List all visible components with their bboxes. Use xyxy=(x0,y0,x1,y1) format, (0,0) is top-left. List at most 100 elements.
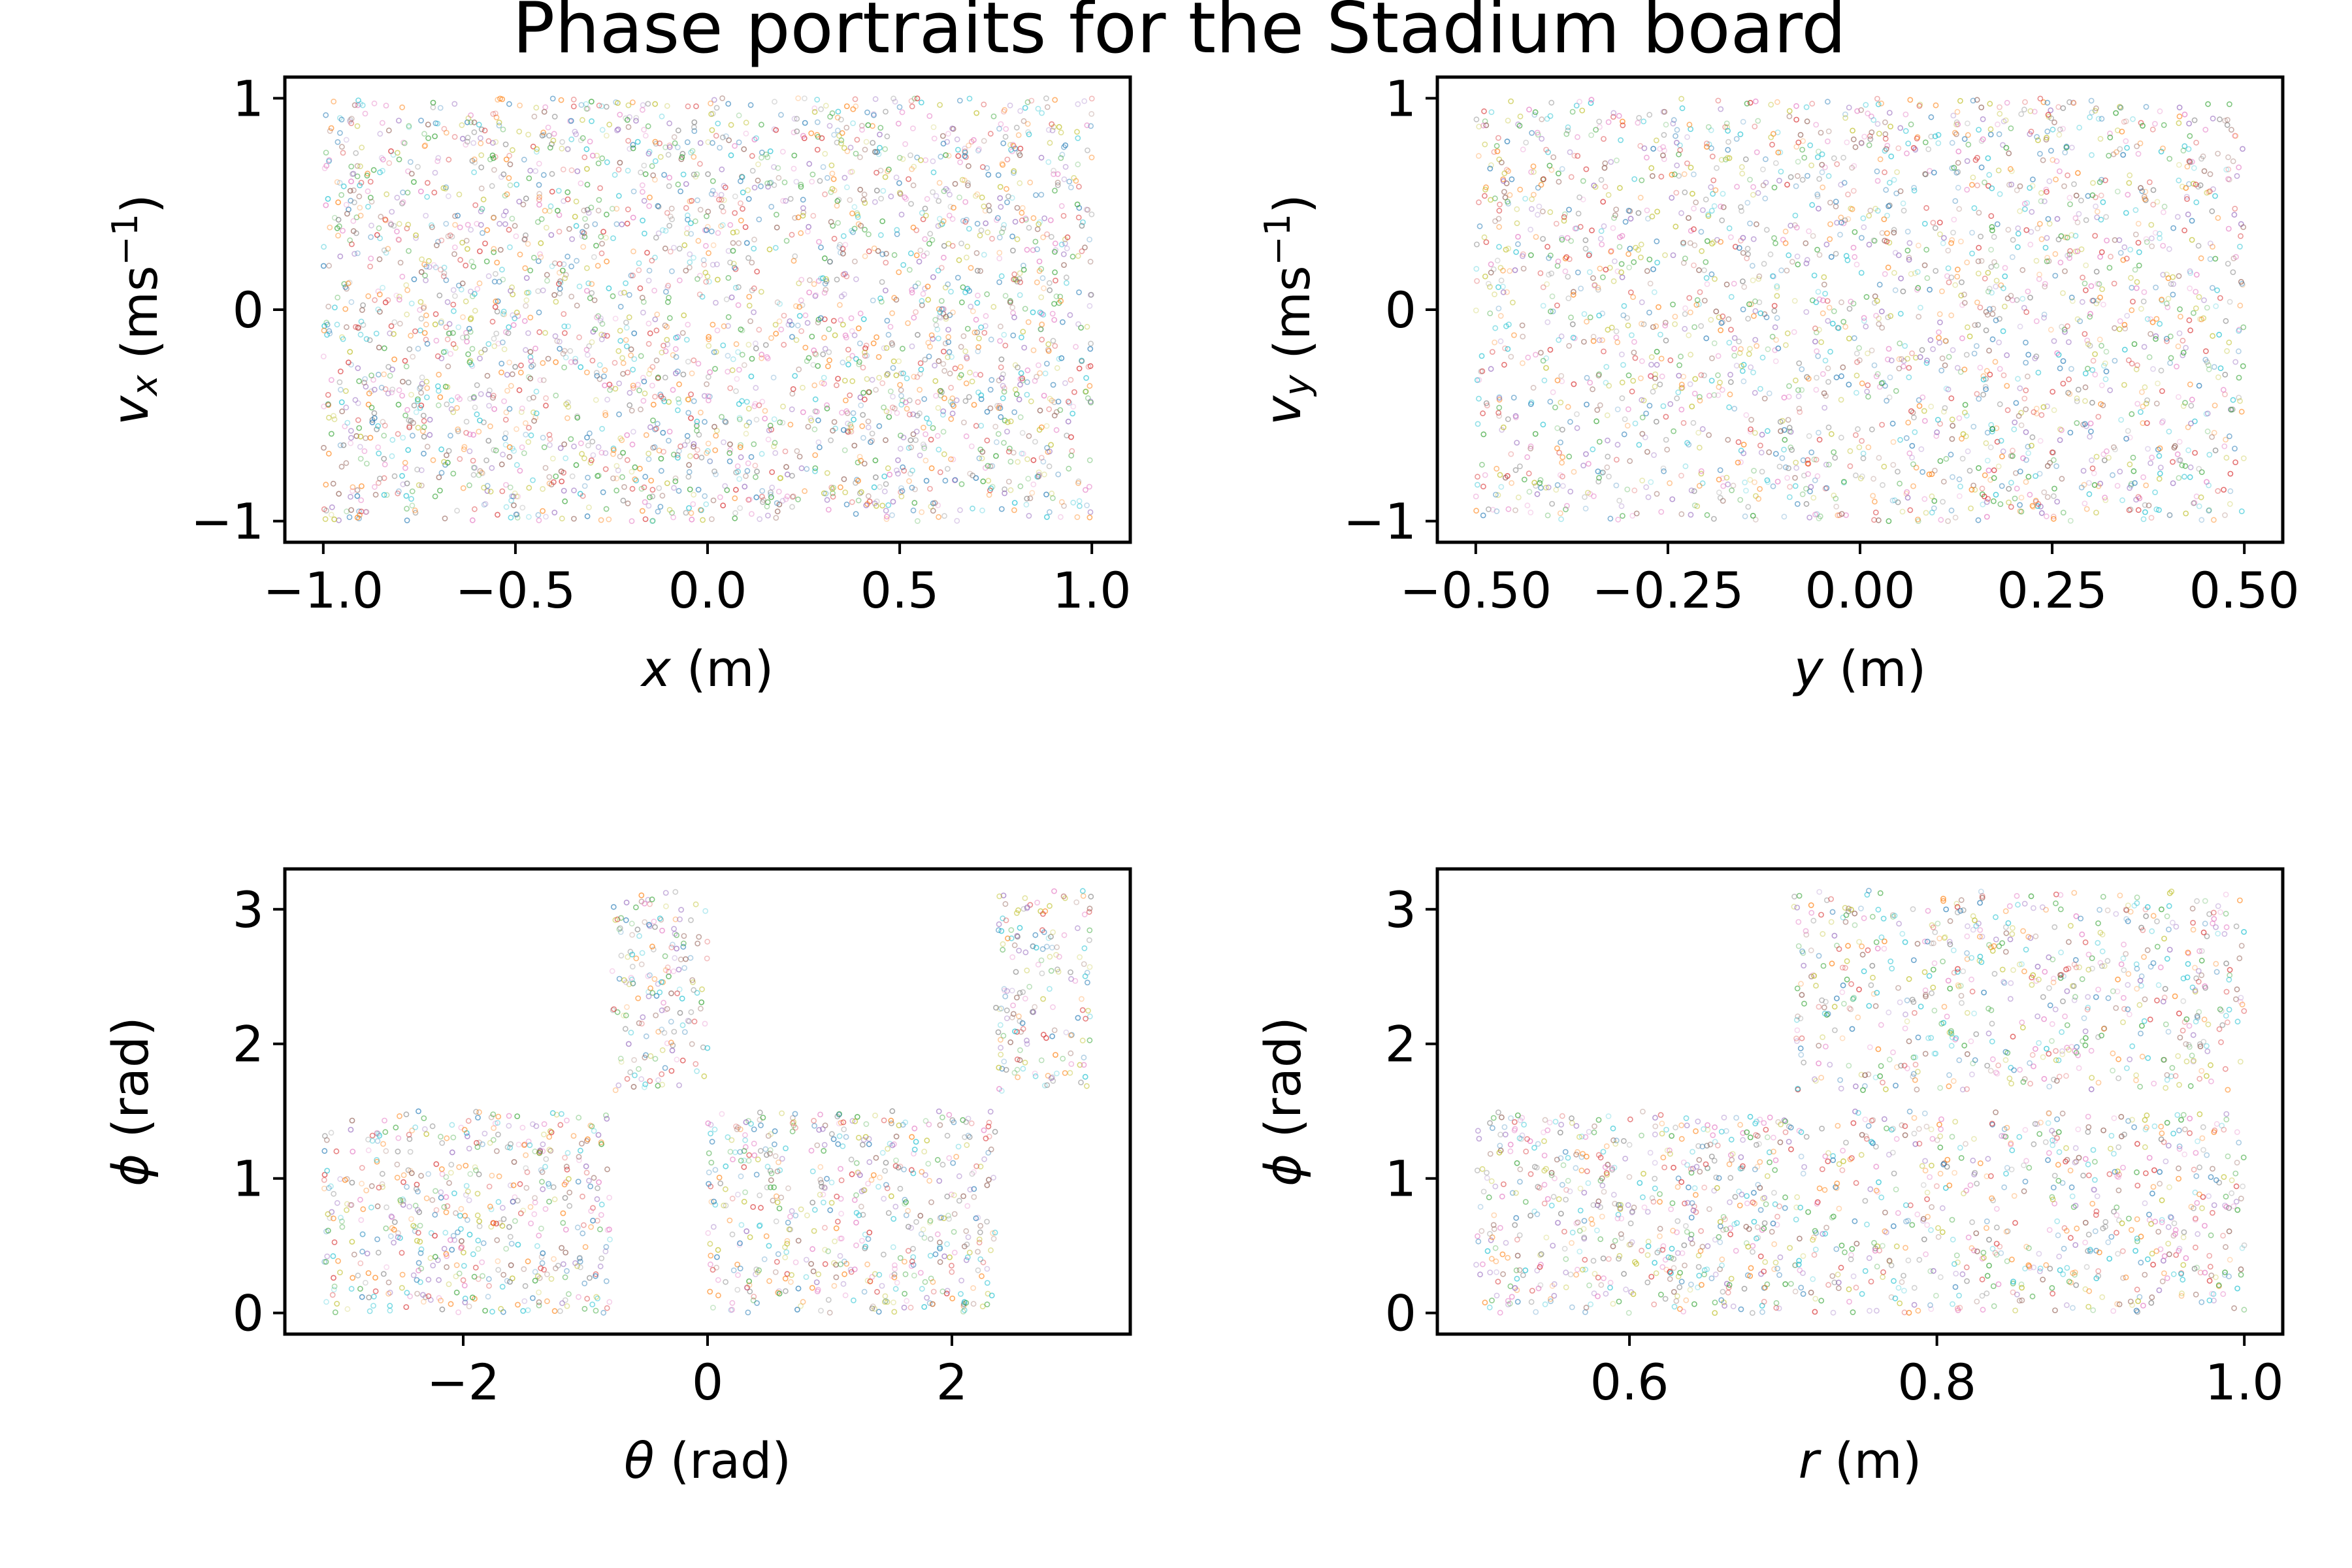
scatter-point xyxy=(1000,225,1007,231)
scatter-point xyxy=(1643,410,1649,417)
scatter-point xyxy=(886,166,892,172)
scatter-point xyxy=(789,334,795,340)
scatter-point xyxy=(344,210,350,217)
scatter-point xyxy=(389,208,395,215)
scatter-point xyxy=(1859,380,1865,387)
scatter-point xyxy=(1925,146,1932,152)
scatter-point xyxy=(554,338,561,344)
scatter-point xyxy=(354,514,361,521)
scatter-point xyxy=(872,148,878,155)
scatter-point xyxy=(2193,305,2199,312)
scatter-point xyxy=(1065,399,1071,405)
scatter-point xyxy=(762,408,768,414)
scatter-point xyxy=(1684,160,1690,167)
scatter-point xyxy=(651,444,658,450)
scatter-point xyxy=(580,117,585,123)
scatter-point xyxy=(2117,104,2123,110)
scatter-point xyxy=(385,364,391,370)
scatter-point xyxy=(796,304,803,310)
scatter-point xyxy=(1979,485,1985,492)
scatter-point xyxy=(1848,299,1854,304)
scatter-point xyxy=(2112,357,2118,364)
scatter-point xyxy=(942,284,949,291)
scatter-point xyxy=(567,348,574,354)
scatter-point xyxy=(1957,368,1964,375)
scatter-point xyxy=(2187,268,2193,274)
scatter-point xyxy=(2095,116,2102,122)
scatter-point xyxy=(898,402,905,408)
scatter-point xyxy=(1646,256,1653,263)
scatter-point xyxy=(736,367,742,373)
scatter-point xyxy=(1752,308,1759,314)
scatter-point xyxy=(2183,510,2189,517)
scatter-point xyxy=(1808,483,1814,490)
scatter-point xyxy=(2082,500,2088,506)
scatter-point xyxy=(339,144,345,150)
scatter-point xyxy=(1940,498,1946,505)
scatter-point xyxy=(1011,409,1018,416)
scatter-point xyxy=(721,439,727,446)
scatter-point xyxy=(612,316,619,321)
scatter-point xyxy=(619,474,625,480)
scatter-point xyxy=(568,167,575,173)
scatter-point xyxy=(860,365,866,370)
scatter-point xyxy=(337,368,344,374)
scatter-point xyxy=(1514,241,1521,248)
scatter-point xyxy=(1682,189,1688,195)
scatter-point xyxy=(1565,127,1571,134)
scatter-point xyxy=(842,489,849,495)
scatter-point xyxy=(380,419,386,425)
scatter-point xyxy=(1984,499,1990,505)
scatter-point xyxy=(1650,389,1656,395)
scatter-point xyxy=(2066,376,2072,383)
scatter-point xyxy=(375,480,382,486)
scatter-point xyxy=(1989,426,1996,432)
scatter-point xyxy=(1725,139,1731,145)
scatter-point xyxy=(1008,146,1014,153)
scatter-point xyxy=(2008,181,2015,188)
scatter-point xyxy=(2129,307,2135,314)
scatter-point xyxy=(724,487,730,493)
scatter-point xyxy=(2143,236,2149,242)
scatter-point xyxy=(1647,372,1654,379)
scatter-point xyxy=(772,321,779,328)
scatter-point xyxy=(851,332,858,338)
scatter-point xyxy=(2176,120,2182,126)
scatter-point xyxy=(2094,208,2100,215)
scatter-point xyxy=(395,490,401,497)
scatter-point xyxy=(491,249,497,255)
scatter-point xyxy=(2215,215,2221,221)
scatter-point xyxy=(1495,410,1501,416)
scatter-point xyxy=(830,427,836,434)
scatter-point xyxy=(2187,285,2193,291)
scatter-point xyxy=(1088,123,1094,129)
scatter-point xyxy=(1820,371,1826,377)
scatter-point xyxy=(1876,315,1882,321)
scatter-point xyxy=(638,485,645,492)
scatter-point xyxy=(649,382,655,389)
scatter-point xyxy=(446,330,452,336)
scatter-point xyxy=(674,144,681,150)
scatter-point xyxy=(879,251,886,257)
scatter-point xyxy=(909,485,915,491)
scatter-point xyxy=(1959,302,1965,308)
scatter-point xyxy=(1935,140,1942,146)
scatter-point xyxy=(884,318,890,324)
scatter-point xyxy=(1083,389,1088,395)
scatter-point xyxy=(506,406,513,412)
scatter-point xyxy=(1825,461,1832,468)
scatter-point xyxy=(1835,325,1842,331)
scatter-point xyxy=(2092,108,2099,114)
scatter-point xyxy=(685,359,691,365)
scatter-point xyxy=(1608,159,1614,165)
scatter-point xyxy=(2031,409,2037,416)
scatter-point xyxy=(1906,374,1912,380)
scatter-point xyxy=(2163,336,2170,342)
scatter-point xyxy=(1648,479,1654,485)
scatter-point xyxy=(2087,420,2094,427)
scatter-point xyxy=(667,213,674,220)
scatter-point xyxy=(883,287,889,293)
scatter-point xyxy=(1965,132,1971,139)
scatter-point xyxy=(943,314,949,320)
scatter-point xyxy=(1005,478,1012,485)
